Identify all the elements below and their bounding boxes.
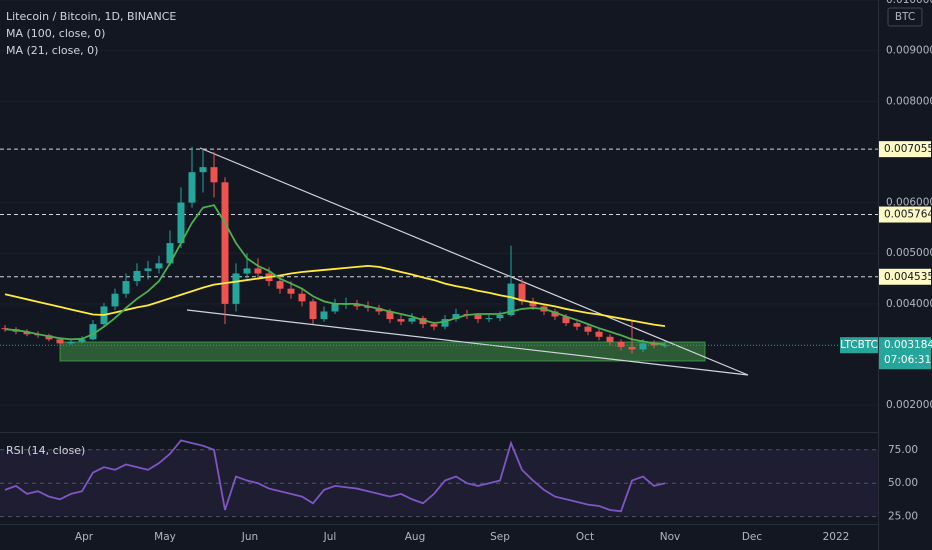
candle-body xyxy=(221,182,229,304)
level-label: 0.005764 xyxy=(884,209,932,221)
level-label: 0.007055 xyxy=(884,143,932,155)
candle-body xyxy=(386,311,394,320)
candle-body xyxy=(276,281,284,289)
candle-body xyxy=(595,331,603,337)
candle-body xyxy=(309,301,317,320)
rsi-line xyxy=(4,439,666,513)
candle-body xyxy=(430,324,438,327)
candle-body xyxy=(518,283,526,302)
level-label-box xyxy=(879,206,931,223)
rsi-title: RSI (14, close) xyxy=(6,444,85,457)
y-tick-label: 0.009000 xyxy=(886,45,932,57)
legend-entry: MA (100, close, 0) xyxy=(6,27,105,40)
candle-body xyxy=(144,268,152,271)
moving-average-line xyxy=(4,204,666,346)
x-tick-label: Jun xyxy=(241,531,258,543)
candle-body xyxy=(199,167,207,173)
candle-body xyxy=(1,328,9,330)
x-tick-label: Aug xyxy=(405,531,426,543)
lower-trendline xyxy=(186,309,749,376)
candle-body xyxy=(56,339,64,344)
x-tick-label: May xyxy=(154,531,176,543)
candle-body xyxy=(133,270,141,282)
candle-body xyxy=(89,324,97,340)
candle-body xyxy=(474,315,482,320)
candle-body xyxy=(551,311,559,317)
candle-body xyxy=(331,303,339,312)
level-label: 0.004535 xyxy=(884,271,932,283)
x-tick-label: Apr xyxy=(75,531,94,543)
candle-body xyxy=(78,339,86,342)
chart-title: Litecoin / Bitcoin, 1D, BINANCE xyxy=(6,10,176,23)
candle-body xyxy=(606,336,614,342)
last-price-label: 0.003184 xyxy=(884,339,932,351)
candle-body xyxy=(45,335,53,340)
candle-body xyxy=(573,323,581,327)
level-label-box xyxy=(879,268,931,285)
candle-body xyxy=(210,167,218,183)
x-tick-label: Dec xyxy=(742,531,763,543)
candle-body xyxy=(287,288,295,294)
x-tick-label: 2022 xyxy=(823,531,850,543)
y-tick-label: 0.004000 xyxy=(886,298,932,310)
candle-body xyxy=(628,346,636,350)
candle-body xyxy=(166,243,174,264)
candle-body xyxy=(397,319,405,322)
candle-body xyxy=(452,313,460,320)
candle-body xyxy=(617,341,625,347)
candle-body xyxy=(111,293,119,307)
y-tick-label: 0.002000 xyxy=(886,399,932,411)
rsi-tick-label: 25.00 xyxy=(888,511,918,523)
support-zone xyxy=(59,341,706,362)
last-price-box xyxy=(879,337,931,370)
candle-body xyxy=(639,343,647,350)
x-tick-label: Sep xyxy=(490,531,510,543)
candle-body xyxy=(177,202,185,244)
upper-trendline xyxy=(199,147,749,376)
candle-body xyxy=(298,293,306,302)
unit-box xyxy=(887,7,923,27)
candle-body xyxy=(562,316,570,324)
candle-body xyxy=(155,263,163,269)
moving-average-line xyxy=(4,264,666,328)
level-label-box xyxy=(879,141,931,158)
rsi-tick-label: 50.00 xyxy=(888,477,918,489)
x-tick-label: Oct xyxy=(576,531,594,543)
candle-body xyxy=(529,301,537,307)
candle-body xyxy=(419,318,427,325)
candle-body xyxy=(243,268,251,274)
rsi-tick-label: 75.00 xyxy=(888,444,918,456)
candle-body xyxy=(23,331,31,335)
candle-body xyxy=(496,315,504,319)
candle-body xyxy=(650,343,658,346)
candle-body xyxy=(507,283,515,316)
candle-body xyxy=(254,268,262,274)
y-tick-label: 0.008000 xyxy=(886,95,932,107)
symbol-box xyxy=(840,337,878,354)
candle-body xyxy=(441,319,449,327)
unit-label: BTC xyxy=(895,11,915,23)
candle-body xyxy=(122,281,130,294)
candle-body xyxy=(584,326,592,332)
y-tick-label: 0.005000 xyxy=(886,247,932,259)
candle-body xyxy=(408,318,416,322)
y-tick-label: 0.006000 xyxy=(886,197,932,209)
legend-entry: MA (21, close, 0) xyxy=(6,44,98,57)
x-tick-label: Jul xyxy=(323,531,337,543)
y-tick-label: 0.010000 xyxy=(886,0,932,6)
candle-body xyxy=(661,345,669,347)
x-tick-label: Nov xyxy=(660,531,681,543)
candle-body xyxy=(67,341,75,344)
symbol-label: LTCBTC xyxy=(840,339,878,351)
countdown-label: 07:06:31 xyxy=(884,354,931,366)
candle-body xyxy=(232,273,240,304)
candle-body xyxy=(188,172,196,203)
candle-body xyxy=(320,311,328,320)
candle-body xyxy=(353,303,361,307)
candle-body xyxy=(485,318,493,320)
